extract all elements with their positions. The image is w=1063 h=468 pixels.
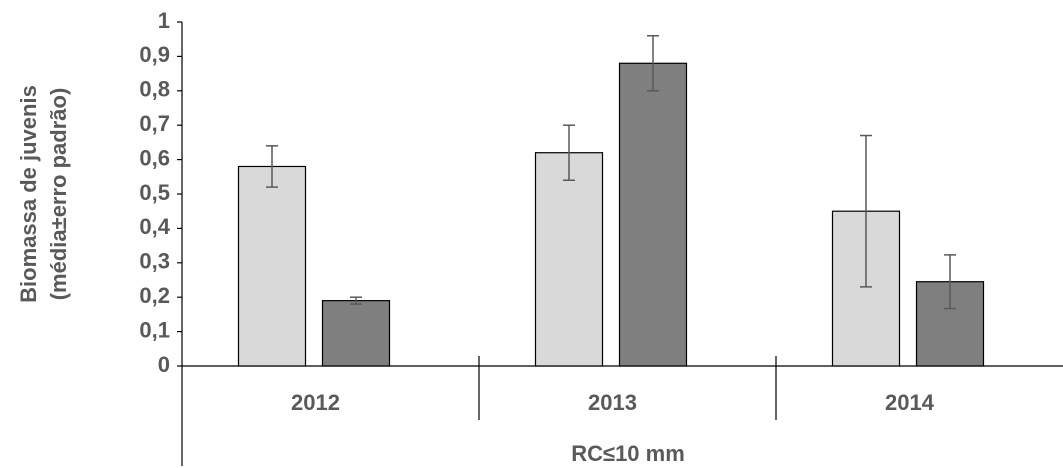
error-bar [266, 145, 278, 188]
x-axis-title: RC≤10 mm [571, 441, 685, 466]
bar [321, 300, 391, 367]
x-tick-label: 2012 [291, 390, 340, 415]
x-tick-label: 2014 [885, 390, 935, 415]
y-tick-label: 0,3 [139, 249, 170, 274]
error-bar [563, 124, 575, 181]
y-tick-label: 0,7 [139, 111, 170, 136]
y-tick-label: 1 [158, 8, 170, 33]
bar [618, 62, 688, 367]
y-tick-label: 0,4 [139, 214, 170, 239]
error-bar [350, 296, 362, 305]
y-tick-label: 0 [158, 352, 170, 377]
y-tick-label: 0,1 [139, 317, 170, 342]
y-axis-title: Biomassa de juvenis [16, 85, 41, 303]
y-tick-label: 0,5 [139, 180, 170, 205]
bar [534, 152, 604, 367]
bar [237, 165, 307, 367]
error-bar [647, 35, 659, 92]
y-tick-label: 0,6 [139, 145, 170, 170]
y-tick-label: 0,9 [139, 42, 170, 67]
error-bar [944, 254, 956, 310]
y-tick-label: 0,2 [139, 283, 170, 308]
error-bar [860, 134, 872, 288]
y-axis-title: (média±erro padrão) [46, 88, 71, 301]
y-tick-label: 0,8 [139, 77, 170, 102]
x-tick-label: 2013 [588, 390, 637, 415]
